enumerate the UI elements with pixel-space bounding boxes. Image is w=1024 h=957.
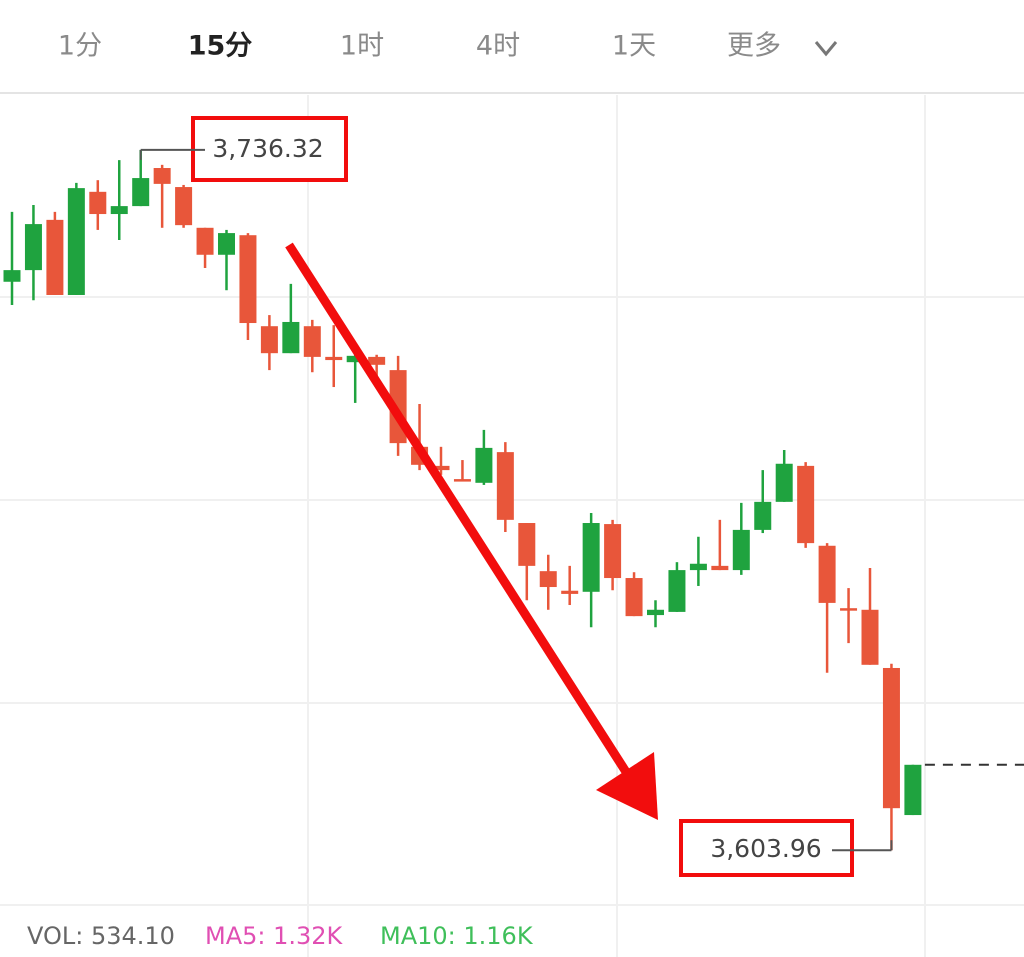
tab[interactable]: 15分 — [188, 31, 253, 62]
tab[interactable]: 4时 — [476, 31, 520, 62]
indicator: VOL: 534.10 — [27, 922, 175, 950]
annotation-label: 3,603.96 — [710, 834, 821, 863]
candle-body — [175, 187, 193, 226]
candle-body — [218, 233, 235, 255]
low-box — [679, 819, 854, 877]
dropdown-chevron[interactable] — [814, 41, 838, 57]
candle-body — [625, 578, 643, 617]
candle-body — [861, 609, 879, 665]
trend-arrowhead — [596, 752, 658, 820]
indicator: MA5: 1.32K — [205, 922, 344, 950]
indicator: MA10: 1.16K — [380, 922, 534, 950]
annotation-label: 3,736.32 — [212, 134, 323, 163]
candle-body — [239, 235, 257, 324]
candle-body — [153, 168, 171, 184]
candle-body — [689, 563, 707, 571]
candle-body — [539, 571, 557, 588]
candle-body — [24, 224, 42, 271]
candle-body — [46, 219, 64, 295]
trend-arrow — [285, 242, 632, 778]
candle-body — [132, 178, 150, 207]
candle-body — [818, 545, 836, 603]
candle-body — [496, 452, 514, 520]
tab[interactable]: 1时 — [340, 31, 384, 62]
candle-body — [260, 326, 278, 354]
candle-body — [604, 524, 622, 579]
candle-body — [282, 321, 300, 354]
candle-body — [904, 764, 922, 816]
candle-body — [325, 356, 343, 361]
candle-body — [647, 609, 664, 616]
candle-body — [882, 667, 900, 809]
candle-body — [582, 523, 600, 592]
candle-body — [3, 270, 21, 282]
candle-body — [110, 206, 128, 215]
candle-body — [711, 565, 729, 571]
candles — [3, 149, 922, 851]
candle-body — [196, 227, 214, 255]
tab[interactable]: 更多 — [727, 31, 781, 62]
candle-body — [518, 523, 536, 566]
candle-body — [732, 529, 750, 571]
tab[interactable]: 1天 — [612, 31, 656, 62]
candle-body — [432, 465, 450, 471]
candle-body — [668, 570, 686, 612]
candle-body — [561, 590, 579, 594]
candle-body — [89, 191, 107, 215]
candle-body — [475, 447, 493, 483]
candle-body — [754, 501, 772, 530]
candle-body — [346, 355, 364, 363]
candle-body — [303, 326, 321, 357]
tab[interactable]: 1分 — [58, 31, 102, 62]
candle-body — [67, 188, 85, 295]
candle-body — [840, 608, 858, 611]
candle-body — [797, 465, 815, 544]
candle-body — [775, 463, 793, 502]
candle-body — [368, 356, 386, 365]
candle-body — [453, 479, 471, 482]
